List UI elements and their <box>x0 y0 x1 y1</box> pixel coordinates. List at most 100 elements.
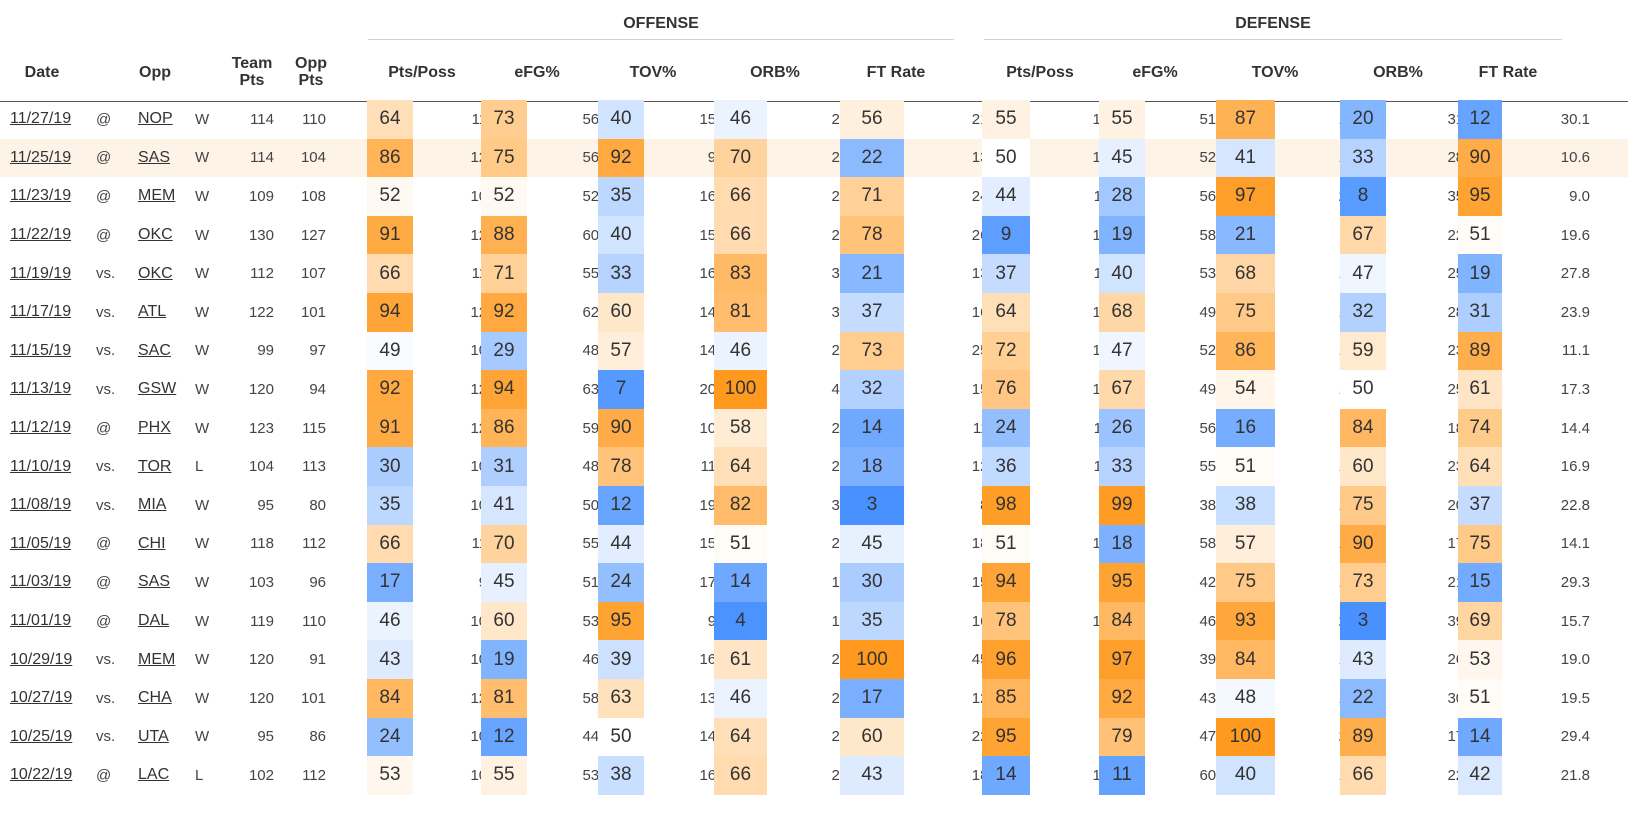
game-date-link[interactable]: 11/22/19 <box>10 226 72 244</box>
result-indicator: W <box>195 303 210 321</box>
off-orb-percentile: 51 <box>714 524 767 564</box>
game-date-link[interactable]: 11/13/19 <box>10 380 72 398</box>
def-ft-rate-percentile: 53 <box>1458 640 1502 679</box>
defense-group-rule <box>984 39 1562 40</box>
location-indicator: @ <box>96 110 112 128</box>
game-date-link[interactable]: 11/01/19 <box>10 612 72 630</box>
game-date-link[interactable]: 11/05/19 <box>10 534 72 552</box>
off-orb-percentile: 66 <box>714 756 767 795</box>
opponent-link[interactable]: ATL <box>138 303 167 321</box>
result-indicator: W <box>195 226 210 244</box>
team-points: 112 <box>250 265 274 283</box>
team-points: 103 <box>248 573 274 591</box>
opponent-link[interactable]: MEM <box>138 650 176 668</box>
def-orb-percentile: 22 <box>1340 679 1386 718</box>
off-pts-poss-percentile: 43 <box>367 640 413 679</box>
game-date-link[interactable]: 11/03/19 <box>10 573 72 591</box>
off-orb-percentile: 83 <box>714 254 767 293</box>
def-pts-poss-percentile: 96 <box>982 640 1030 679</box>
game-date-link[interactable]: 11/10/19 <box>10 457 72 475</box>
opponent-link[interactable]: NOP <box>138 110 173 128</box>
opponent-link[interactable]: TOR <box>138 457 172 475</box>
def-orb-percentile: 8 <box>1340 177 1386 216</box>
def-pts-poss-percentile: 50 <box>982 138 1030 178</box>
def-tov-percentile: 16 <box>1216 408 1275 448</box>
game-date-link[interactable]: 10/29/19 <box>10 650 73 668</box>
off-pts-poss-percentile: 24 <box>367 717 413 757</box>
off-ft-rate-percentile: 56 <box>840 100 904 139</box>
opponent-link[interactable]: CHI <box>138 534 166 552</box>
game-date-link[interactable]: 11/25/19 <box>10 148 72 166</box>
opponent-link[interactable]: CHA <box>138 689 172 707</box>
def-tov-percentile: 57 <box>1216 524 1275 564</box>
location-indicator: vs. <box>96 496 116 514</box>
opponent-link[interactable]: DAL <box>138 612 170 630</box>
def-ft-rate-percentile: 42 <box>1458 756 1502 795</box>
game-date-link[interactable]: 11/15/19 <box>10 341 72 359</box>
team-points: 114 <box>250 110 274 128</box>
opponent-link[interactable]: MIA <box>138 496 167 514</box>
opp-pts-header-line2: Pts <box>298 72 324 89</box>
opponent-link[interactable]: OKC <box>138 226 173 244</box>
opponent-link[interactable]: OKC <box>138 264 173 282</box>
result-indicator: W <box>195 149 210 167</box>
game-date-link[interactable]: 10/25/19 <box>10 727 73 745</box>
location-indicator: @ <box>96 766 112 784</box>
off-pts-poss-percentile: 46 <box>367 601 413 641</box>
team-points: 120 <box>248 689 274 707</box>
game-date-link[interactable]: 10/27/19 <box>10 689 73 707</box>
result-indicator: W <box>195 651 210 669</box>
off-orb-percentile: 46 <box>714 100 767 139</box>
def-ft-rate-percentile: 12 <box>1458 100 1502 139</box>
game-date-link[interactable]: 11/19/19 <box>10 264 72 282</box>
opponent-points: 112 <box>302 535 326 553</box>
def-tov-percentile: 41 <box>1216 138 1275 178</box>
opponent-link[interactable]: SAC <box>138 341 171 359</box>
def-tov-percentile: 87 <box>1216 100 1275 139</box>
off-tov-percentile: 78 <box>598 447 644 486</box>
opponent-points: 112 <box>302 766 326 784</box>
def-efg-percentile: 40 <box>1099 254 1145 293</box>
team-pts-column-header: Team Pts <box>222 52 282 92</box>
opponent-link[interactable]: PHX <box>138 419 171 437</box>
off-efg-percentile: 55 <box>481 756 527 795</box>
opponent-points: 91 <box>309 651 326 669</box>
game-date-link[interactable]: 11/08/19 <box>10 496 72 514</box>
game-date-link[interactable]: 11/17/19 <box>10 303 72 321</box>
def-ft-rate-column-header: FT Rate <box>1478 63 1538 81</box>
def-ft-rate-value: 17.3 <box>1560 380 1590 398</box>
def-pts-poss-percentile: 85 <box>982 679 1030 718</box>
def-pts-poss-percentile: 78 <box>982 601 1030 641</box>
def-efg-percentile: 26 <box>1099 408 1145 448</box>
opponent-points: 110 <box>302 110 326 128</box>
opponent-link[interactable]: MEM <box>138 187 176 205</box>
game-date-link[interactable]: 11/12/19 <box>10 419 72 437</box>
def-orb-percentile: 43 <box>1340 640 1386 679</box>
game-date-link[interactable]: 11/27/19 <box>10 110 72 128</box>
opponent-link[interactable]: SAS <box>138 573 171 591</box>
def-ft-rate-percentile: 95 <box>1458 177 1502 216</box>
def-pts-poss-percentile: 98 <box>982 486 1030 525</box>
result-indicator: W <box>195 612 210 630</box>
location-indicator: @ <box>96 573 112 591</box>
off-ft-rate-percentile: 14 <box>840 408 904 448</box>
def-efg-percentile: 97 <box>1099 640 1145 679</box>
off-tov-percentile: 24 <box>598 563 644 602</box>
off-ft-rate-percentile: 17 <box>840 679 904 718</box>
def-orb-percentile: 50 <box>1340 370 1386 409</box>
off-orb-column-header: ORB% <box>750 63 800 81</box>
opponent-points: 110 <box>302 612 326 630</box>
team-points: 99 <box>257 342 274 360</box>
result-indicator: W <box>195 419 210 437</box>
opponent-link[interactable]: LAC <box>138 766 170 784</box>
def-tov-percentile: 54 <box>1216 370 1275 409</box>
opponent-link[interactable]: GSW <box>138 380 177 398</box>
game-date-link[interactable]: 10/22/19 <box>10 766 73 784</box>
off-ft-rate-percentile: 45 <box>840 524 904 564</box>
game-date-link[interactable]: 11/23/19 <box>10 187 72 205</box>
off-efg-percentile: 86 <box>481 408 527 448</box>
def-efg-percentile: 19 <box>1099 215 1145 255</box>
opponent-link[interactable]: UTA <box>138 727 169 745</box>
def-tov-percentile: 38 <box>1216 486 1275 525</box>
opponent-link[interactable]: SAS <box>138 148 171 166</box>
